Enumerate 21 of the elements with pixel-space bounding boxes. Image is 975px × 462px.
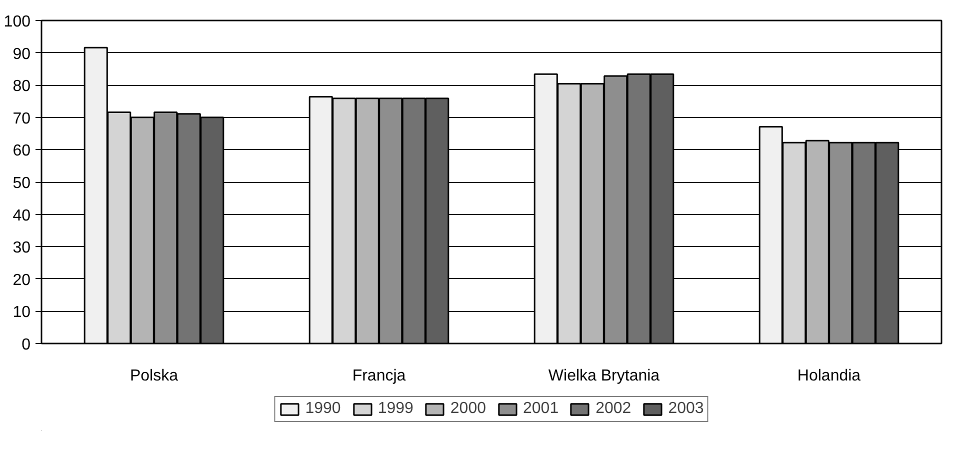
x-tick-label: Wielka Brytania xyxy=(548,368,660,384)
x-tick-label: Polska xyxy=(130,368,178,384)
y-tick-label: 20 xyxy=(12,272,31,289)
y-tick-label: 90 xyxy=(12,46,31,63)
y-tick-label: 100 xyxy=(4,14,31,30)
legend-label: 2001 xyxy=(523,400,559,418)
x-tick-label: Holandia xyxy=(797,368,861,384)
y-tick-label: 40 xyxy=(12,207,31,224)
legend-label: 2003 xyxy=(668,400,704,418)
y-tick-label: 70 xyxy=(12,110,31,128)
y-tick-label: 60 xyxy=(12,142,31,160)
legend-label: 1990 xyxy=(305,400,341,418)
legend-label: 2000 xyxy=(450,400,486,418)
x-tick-label: Francja xyxy=(352,368,406,384)
y-tick-label: 30 xyxy=(12,240,31,257)
y-tick-label: 50 xyxy=(12,175,31,192)
y-tick-label: 80 xyxy=(12,78,31,96)
legend-label: 2002 xyxy=(596,400,632,418)
y-tick-label: 10 xyxy=(12,304,31,322)
y-tick-label: 0 xyxy=(22,336,31,354)
legend-label: 1999 xyxy=(378,400,414,418)
